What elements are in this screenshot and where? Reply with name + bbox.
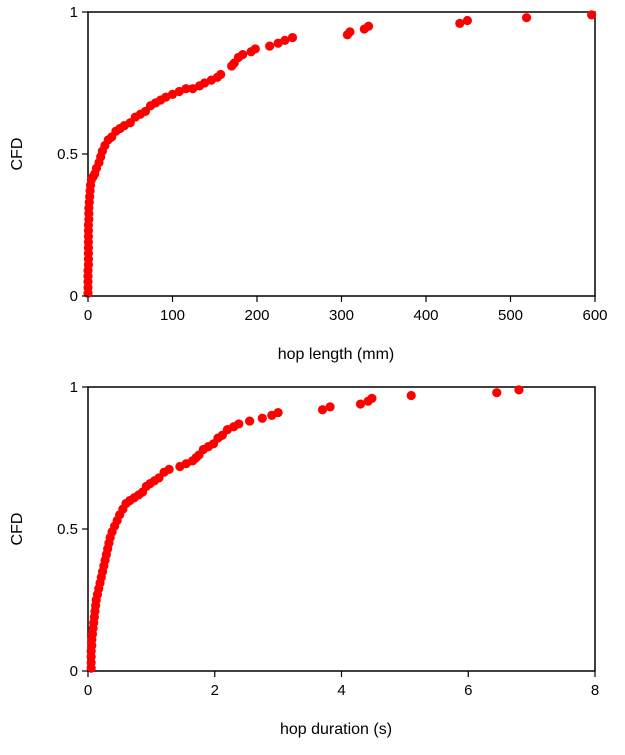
data-point — [265, 41, 275, 51]
data-points — [86, 385, 524, 673]
x-tick-label: 6 — [464, 682, 472, 699]
data-point — [514, 385, 524, 395]
plot-frame — [87, 11, 596, 297]
data-point — [325, 402, 335, 412]
data-point — [245, 416, 255, 426]
data-point — [317, 405, 328, 415]
data-point — [181, 84, 191, 94]
x-tick-label: 2 — [211, 682, 219, 699]
data-point — [287, 32, 298, 43]
data-point — [257, 413, 267, 423]
x-tick-label: 500 — [498, 307, 523, 324]
x-axis-ticks: 0 100 200 300 400 500 600 — [84, 296, 608, 324]
x-axis-ticks: 0 2 4 6 8 — [84, 671, 599, 699]
x-tick-label: 300 — [329, 307, 354, 324]
x-axis-title: hop length (mm) — [278, 346, 395, 363]
data-point — [462, 15, 473, 26]
x-tick-label: 200 — [244, 307, 269, 324]
data-point — [280, 35, 290, 46]
data-points — [83, 10, 597, 298]
y-tick-label: 1 — [70, 4, 78, 21]
x-tick-label: 600 — [582, 307, 607, 324]
data-point — [455, 18, 465, 28]
y-tick-label: 1 — [70, 379, 78, 396]
data-point — [521, 13, 532, 23]
y-axis-ticks: 00.51 — [57, 379, 88, 680]
data-point — [238, 50, 248, 60]
x-tick-label: 4 — [337, 682, 345, 699]
y-axis-ticks: 00.51 — [57, 4, 88, 305]
data-point — [406, 390, 416, 401]
y-tick-label: 0 — [70, 663, 78, 680]
data-point — [587, 10, 597, 20]
x-tick-label: 0 — [84, 682, 92, 699]
x-tick-label: 0 — [84, 307, 92, 324]
y-axis-title: CFD — [9, 513, 26, 546]
data-point — [234, 419, 244, 429]
y-tick-label: 0.5 — [57, 521, 78, 538]
plot-frame — [87, 386, 596, 672]
data-point — [492, 388, 502, 398]
x-tick-label: 400 — [413, 307, 438, 324]
y-tick-label: 0.5 — [57, 146, 78, 163]
chart-hop-length: 00.51 0 100 200 300 400 500 600 CFD hop length… — [9, 4, 608, 363]
x-tick-label: 8 — [591, 682, 599, 699]
data-point — [345, 27, 355, 37]
data-point — [363, 21, 374, 31]
x-tick-label: 100 — [160, 307, 185, 324]
data-point — [250, 44, 260, 54]
x-axis-title: hop duration (s) — [280, 721, 392, 738]
y-axis-title: CFD — [9, 138, 26, 171]
data-point — [273, 407, 283, 418]
y-tick-label: 0 — [70, 288, 78, 305]
data-point — [164, 464, 174, 474]
data-point — [216, 69, 226, 80]
data-point — [355, 399, 366, 409]
data-point — [367, 393, 377, 403]
